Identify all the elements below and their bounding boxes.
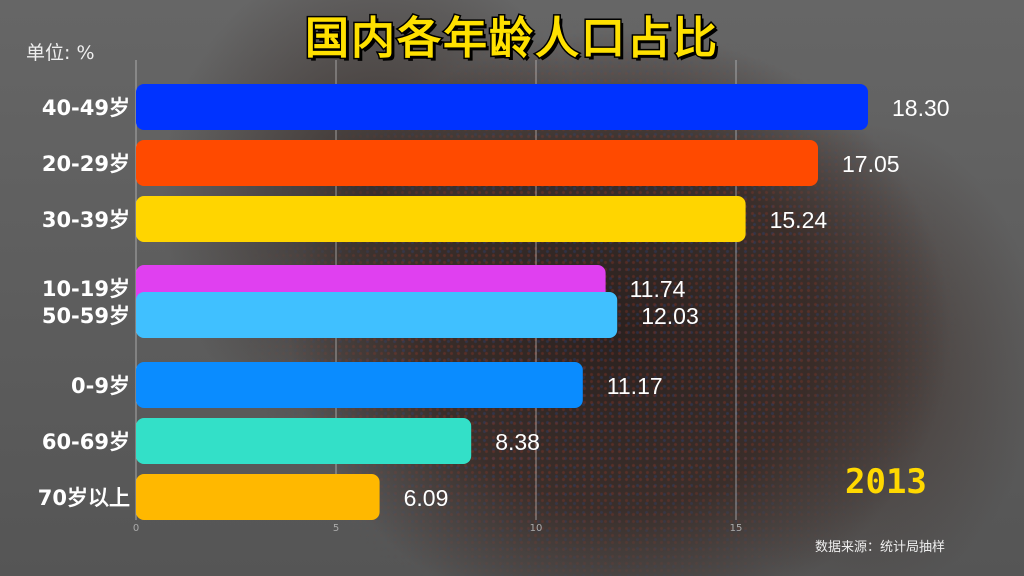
year-label: 2013 — [845, 462, 927, 502]
x-tick-label: 5 — [333, 523, 339, 534]
value-label: 12.03 — [641, 303, 699, 329]
value-label: 6.09 — [404, 485, 449, 511]
source-note: 数据来源：统计局抽样 — [815, 540, 946, 555]
category-label: 50-59岁 — [42, 304, 130, 328]
category-label: 10-19岁 — [42, 277, 130, 301]
bar — [136, 418, 472, 464]
bar — [136, 196, 746, 242]
category-label: 0-9岁 — [71, 374, 130, 398]
value-label: 11.74 — [630, 276, 686, 302]
value-label: 15.24 — [770, 207, 828, 233]
x-tick-label: 0 — [133, 523, 139, 534]
x-tick-label: 15 — [730, 523, 743, 534]
value-label: 11.17 — [607, 373, 663, 399]
value-label: 8.38 — [495, 429, 540, 455]
category-label: 60-69岁 — [42, 430, 130, 454]
chart-title: 国内各年龄人口占比 — [304, 12, 719, 66]
category-label: 20-29岁 — [42, 152, 130, 176]
bar — [136, 362, 583, 408]
category-label: 70岁以上 — [38, 486, 130, 510]
unit-label: 单位: % — [26, 42, 95, 64]
category-label: 30-39岁 — [42, 208, 130, 232]
bar — [136, 474, 380, 520]
value-label: 18.30 — [892, 95, 950, 121]
bar — [136, 140, 818, 186]
x-tick-label: 10 — [530, 523, 543, 534]
bar — [136, 84, 868, 130]
value-label: 17.05 — [842, 151, 900, 177]
bar — [136, 292, 618, 338]
category-label: 40-49岁 — [42, 96, 130, 120]
